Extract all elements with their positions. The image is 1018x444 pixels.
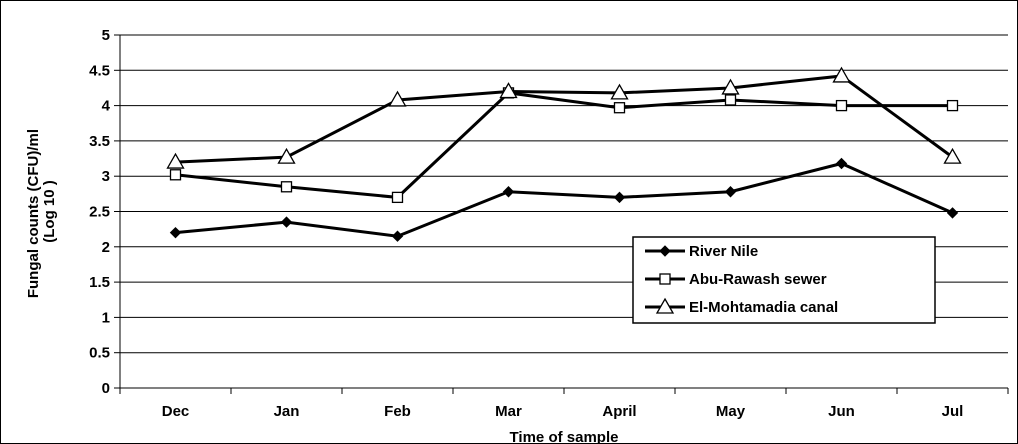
x-axis-title: Time of sample	[510, 429, 619, 444]
x-tick-label: April	[602, 403, 636, 420]
x-tick-label: Jul	[942, 403, 964, 420]
y-tick-label: 2.5	[89, 204, 110, 221]
data-point-series-2	[946, 99, 959, 112]
data-point-series-1	[835, 157, 848, 170]
x-tick-label: May	[716, 403, 746, 420]
data-point-series-2	[280, 181, 293, 193]
data-point-series-1	[169, 226, 182, 239]
data-point-series-3	[943, 147, 962, 164]
data-point-series-3	[499, 82, 518, 99]
y-tick-label: 1.5	[89, 274, 110, 291]
data-point-series-2	[613, 102, 626, 114]
axes: 0 0.5 1 1.5 2 2.5 3 3.5 4 4.5 5 Dec Jan Feb Mar April Ma…	[89, 27, 1009, 420]
y-axis-title: Fungal counts (CFU)/ml (Log 10 )	[25, 125, 58, 298]
y-axis-title-line-1: Fungal counts (CFU)/ml	[25, 129, 42, 298]
legend-marker	[655, 297, 675, 314]
x-tick-label: Dec	[162, 403, 190, 420]
y-axis-title-line-2: (Log 10 )	[41, 180, 58, 243]
data-point-series-2	[169, 169, 182, 181]
y-tick-label: 4.5	[89, 62, 110, 79]
series-line-3	[175, 74, 954, 164]
series-line-2	[175, 91, 953, 199]
y-tick-label: 2	[102, 239, 110, 256]
y-tick-label: 0.5	[89, 345, 110, 362]
y-tick-label: 0	[102, 380, 110, 397]
data-point-series-3	[832, 66, 851, 83]
series-lines	[166, 66, 962, 242]
y-tick-label: 4	[102, 98, 111, 115]
legend-label: River Nile	[689, 243, 758, 260]
x-tick-label: Feb	[384, 403, 411, 420]
data-point-series-1	[502, 186, 515, 198]
gridlines	[120, 34, 1008, 354]
data-point-series-3	[721, 78, 740, 95]
legend-label: Abu-Rawash sewer	[689, 271, 827, 288]
x-tick-label: Mar	[495, 403, 522, 420]
legend-marker	[659, 273, 671, 285]
data-point-series-1	[724, 186, 737, 198]
data-point-series-2	[391, 191, 404, 204]
y-tick-label: 3	[102, 168, 110, 185]
y-tick-label: 3.5	[89, 133, 110, 150]
data-point-series-3	[166, 152, 185, 169]
series-line-1	[175, 161, 954, 238]
legend-label: El-Mohtamadia canal	[689, 299, 838, 316]
legend: River Nile Abu-Rawash sewer El-Mohtamadia …	[632, 236, 936, 324]
data-point-series-2	[835, 99, 848, 112]
data-point-series-2	[724, 94, 737, 106]
y-tick-label: 1	[102, 309, 110, 326]
x-tick-label: Jan	[274, 403, 300, 420]
legend-marker	[659, 245, 671, 257]
data-point-series-3	[277, 147, 296, 164]
y-tick-label: 5	[102, 27, 110, 44]
data-point-series-3	[610, 83, 629, 100]
x-tick-label: Jun	[828, 403, 855, 420]
data-point-series-1	[946, 207, 959, 219]
data-point-series-1	[391, 230, 404, 242]
data-point-series-1	[613, 191, 626, 204]
data-point-series-1	[280, 216, 293, 228]
data-point-series-3	[388, 90, 407, 107]
